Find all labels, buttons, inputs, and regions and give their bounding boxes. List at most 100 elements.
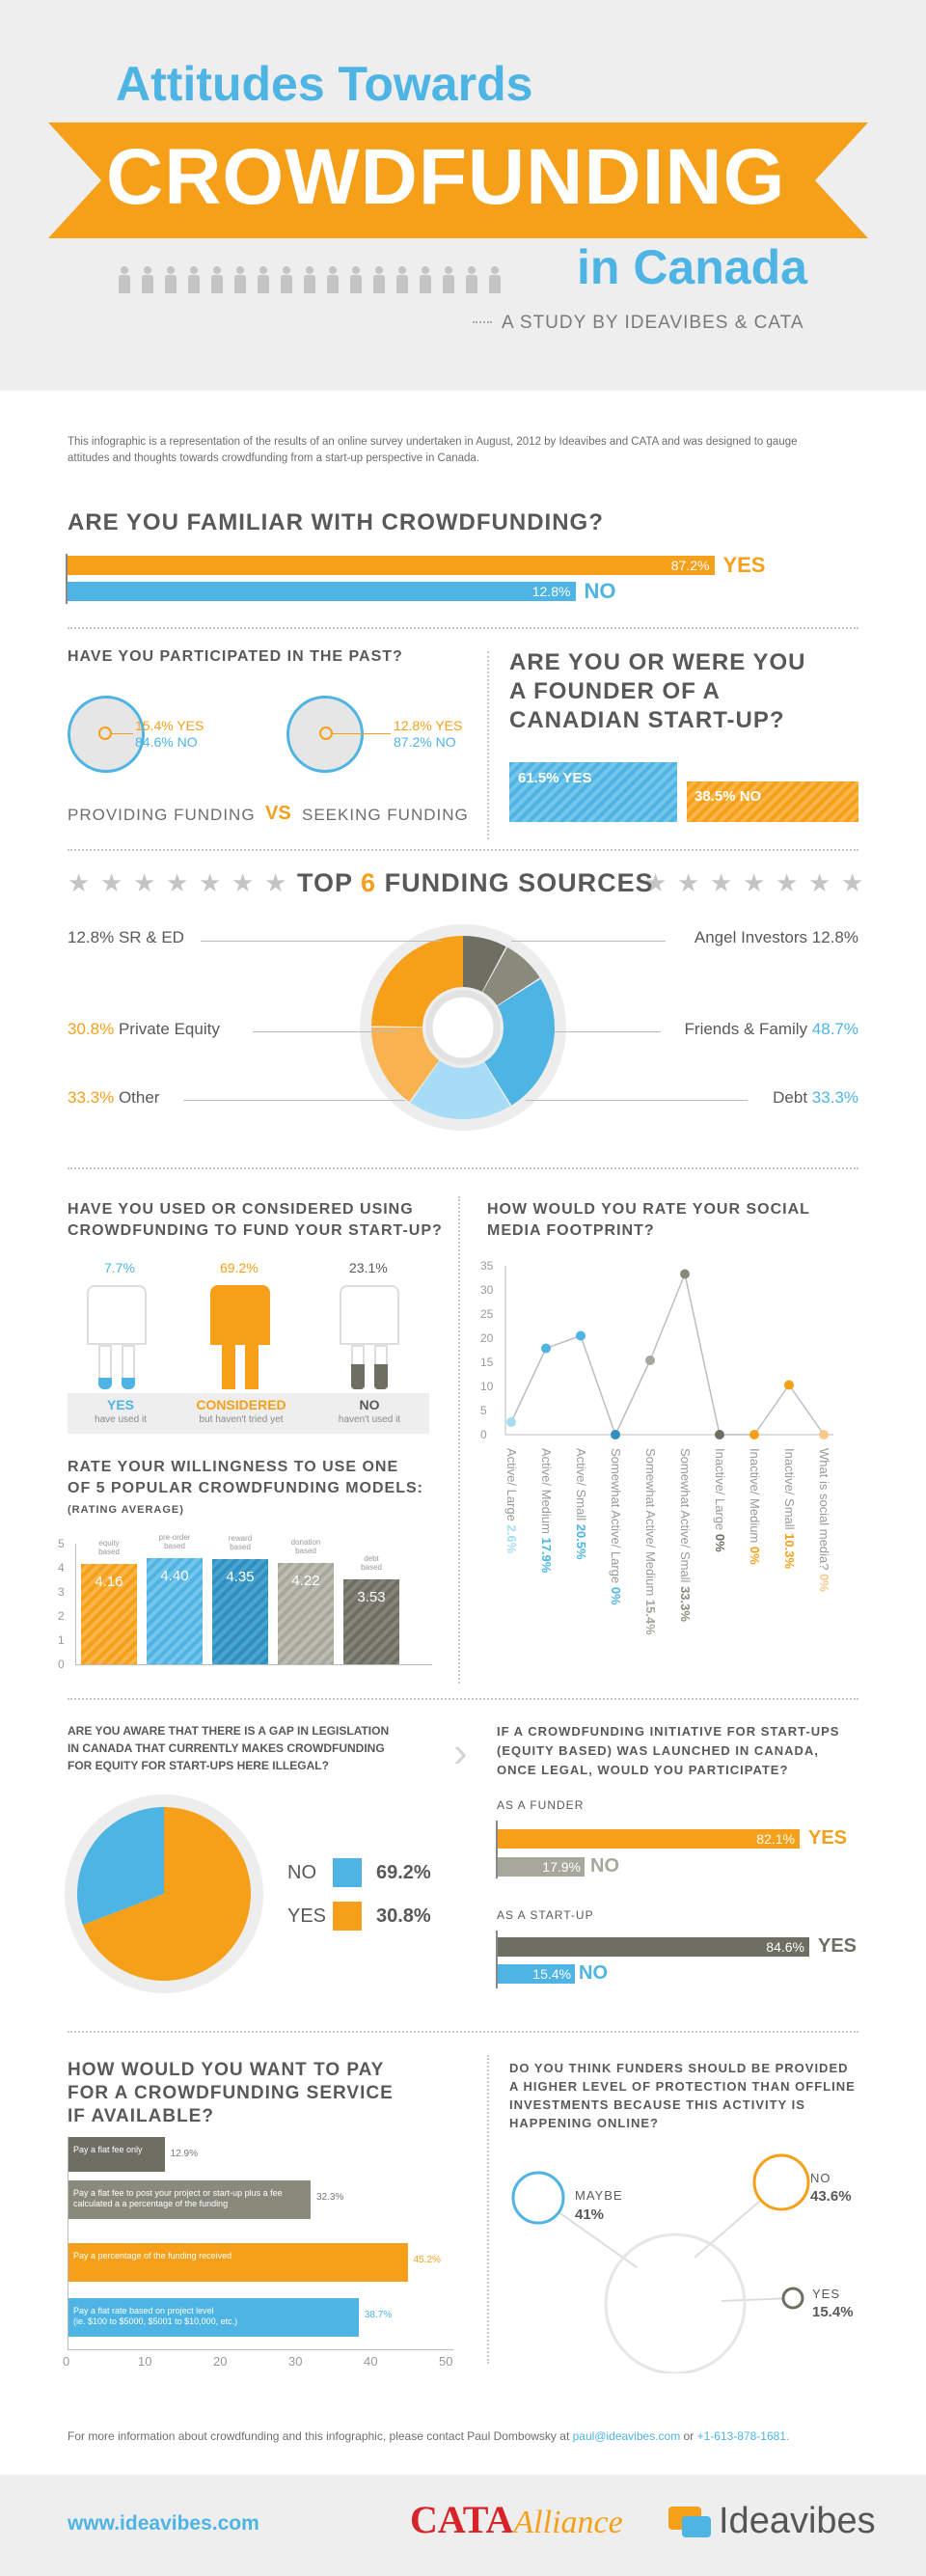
protection-question: DO YOU THINK FUNDERS SHOULD BE PROVIDED … — [509, 2061, 856, 2130]
divider — [68, 849, 858, 851]
person-icon — [463, 266, 480, 293]
participate-question: IF A CROWDFUNDING INITIATIVE FOR START-U… — [497, 1724, 840, 1777]
startup-yes-value: 84.6% — [766, 1939, 804, 1955]
gap-yes-label: YES — [287, 1905, 327, 1927]
social-label: Inactive/ Large 0% — [713, 1448, 727, 1552]
pay-bar-text: Pay a flat fee only — [73, 2145, 143, 2154]
star-icon: ★ — [677, 868, 700, 897]
social-point — [506, 1417, 516, 1427]
divider — [68, 1167, 858, 1169]
social-line — [510, 1271, 825, 1437]
used-considered-value: 69.2% — [220, 1260, 259, 1275]
people-row — [116, 266, 504, 293]
person-icon — [324, 266, 341, 293]
gap-no-value: 69.2% — [376, 1862, 431, 1883]
y-tick: 20 — [480, 1331, 494, 1345]
y-tick: 0 — [480, 1428, 487, 1441]
pay-bar-text: Pay a percentage of the funding received — [73, 2251, 232, 2261]
familiar-no-value: 12.8% — [531, 584, 571, 599]
x-tick: 40 — [364, 2354, 378, 2369]
willingness-bar — [147, 1558, 203, 1664]
pie-slice — [77, 1807, 164, 1926]
vs-label: VS — [265, 803, 291, 824]
y-tick: 15 — [480, 1356, 494, 1369]
familiar-yes-value: 87.2% — [670, 558, 710, 573]
donut-slice — [463, 936, 506, 992]
pay-bar-text: Pay a flat fee to post your project or s… — [73, 2188, 283, 2208]
willingness-value: 4.22 — [291, 1572, 320, 1589]
phone-link[interactable]: +1-613-878-1681. — [696, 2429, 790, 2443]
social-question: HOW WOULD YOU RATE YOUR SOCIAL MEDIA FOO… — [487, 1201, 810, 1239]
footer — [0, 2475, 926, 2576]
used-considered-sub: but haven't tried yet — [199, 1414, 284, 1425]
source-debt: Debt 33.3% — [773, 1088, 858, 1107]
social-label: Somewhat Active/ Small 33.3% — [678, 1448, 693, 1622]
intro-text: This infographic is a representation of … — [68, 436, 798, 464]
startup-no-value: 15.4% — [532, 1966, 571, 1982]
vertical-divider — [458, 1196, 460, 1684]
yes-label: YES — [812, 2287, 841, 2301]
person-icon — [370, 266, 388, 293]
y-tick: 2 — [58, 1609, 65, 1623]
social-point — [784, 1380, 794, 1390]
used-figures: 7.7% 69.2% 23.1% YES have used it CONSID… — [68, 1254, 429, 1436]
willingness-label: pre-order based — [158, 1533, 191, 1550]
willingness-bar — [212, 1559, 268, 1664]
providing-yes-slice — [98, 726, 112, 740]
pay-bar — [68, 2137, 165, 2172]
social-label: Active/ Small 20.5% — [574, 1448, 588, 1560]
founder-yes: 61.5% YES — [518, 770, 592, 786]
social-label: Somewhat Active/ Medium 15.4% — [643, 1448, 658, 1635]
vertical-divider — [487, 2055, 489, 2364]
funder-label: AS A FUNDER — [497, 1798, 585, 1812]
contact-line: For more information about crowdfunding … — [68, 2429, 790, 2443]
social-chart: 35 30 25 20 15 10 5 0 Active/ Large 2.6% Active/ … — [480, 1259, 833, 1635]
social-label: Active/ Large 2.6% — [504, 1448, 519, 1554]
y-tick: 35 — [480, 1259, 494, 1273]
used-yes-figure — [87, 1285, 147, 1391]
person-icon — [232, 266, 249, 293]
pay-bar — [68, 2243, 408, 2282]
startup-yes-bar — [498, 1937, 809, 1957]
pay-bar — [68, 2180, 311, 2219]
maybe-label: MAYBE — [575, 2188, 623, 2203]
chevron-right-icon: › — [453, 1729, 468, 1776]
pie-slice — [82, 1807, 251, 1981]
y-tick: 30 — [480, 1283, 494, 1297]
person-icon — [116, 266, 133, 293]
x-tick: 50 — [439, 2354, 453, 2369]
used-no-label: NO — [359, 1397, 380, 1412]
seeking-label: SEEKING FUNDING — [302, 806, 469, 824]
star-icon: ★ — [68, 868, 91, 897]
willingness-question: RATE YOUR WILLINGNESS TO USE ONE OF 5 PO… — [68, 1459, 423, 1516]
pay-value: 38.7% — [364, 2310, 393, 2320]
y-tick: 3 — [58, 1585, 65, 1599]
title-line1: Attitudes Towards — [116, 57, 533, 111]
gap-yes-swatch — [333, 1902, 362, 1931]
title-banner — [48, 123, 868, 238]
pay-bar-text: Pay a flat rate based on project level (i… — [73, 2306, 238, 2326]
website-link[interactable]: www.ideavibes.com — [68, 2512, 259, 2535]
pay-question: HOW WOULD YOU WANT TO PAY FOR A CROWDFUN… — [68, 2060, 394, 2126]
cata-logo: CATAAlliance — [410, 2498, 623, 2541]
social-point — [819, 1430, 829, 1439]
social-label: What is social media? 0% — [817, 1448, 831, 1592]
familiar-question: ARE YOU FAMILIAR WITH CROWDFUNDING? — [68, 509, 604, 535]
providing-no: 84.6% NO — [135, 734, 198, 750]
x-tick: 30 — [288, 2354, 303, 2369]
study-dots — [473, 321, 492, 323]
social-point — [715, 1430, 724, 1439]
x-tick: 20 — [213, 2354, 228, 2369]
willingness-label: donation based — [290, 1537, 321, 1555]
divider — [68, 1698, 858, 1700]
donut-slice — [371, 1028, 440, 1102]
willingness-value: 4.35 — [226, 1569, 255, 1586]
social-label: Inactive/ Medium 0% — [748, 1448, 762, 1565]
email-link[interactable]: paul@ideavibes.com — [572, 2429, 681, 2443]
gap-no-label: NO — [287, 1862, 316, 1883]
star-icon: ★ — [808, 868, 831, 897]
startup-yes-label: YES — [818, 1935, 858, 1957]
funder-yes-bar — [498, 1829, 800, 1849]
pay-value: 45.2% — [413, 2255, 441, 2265]
y-tick: 5 — [58, 1537, 65, 1550]
